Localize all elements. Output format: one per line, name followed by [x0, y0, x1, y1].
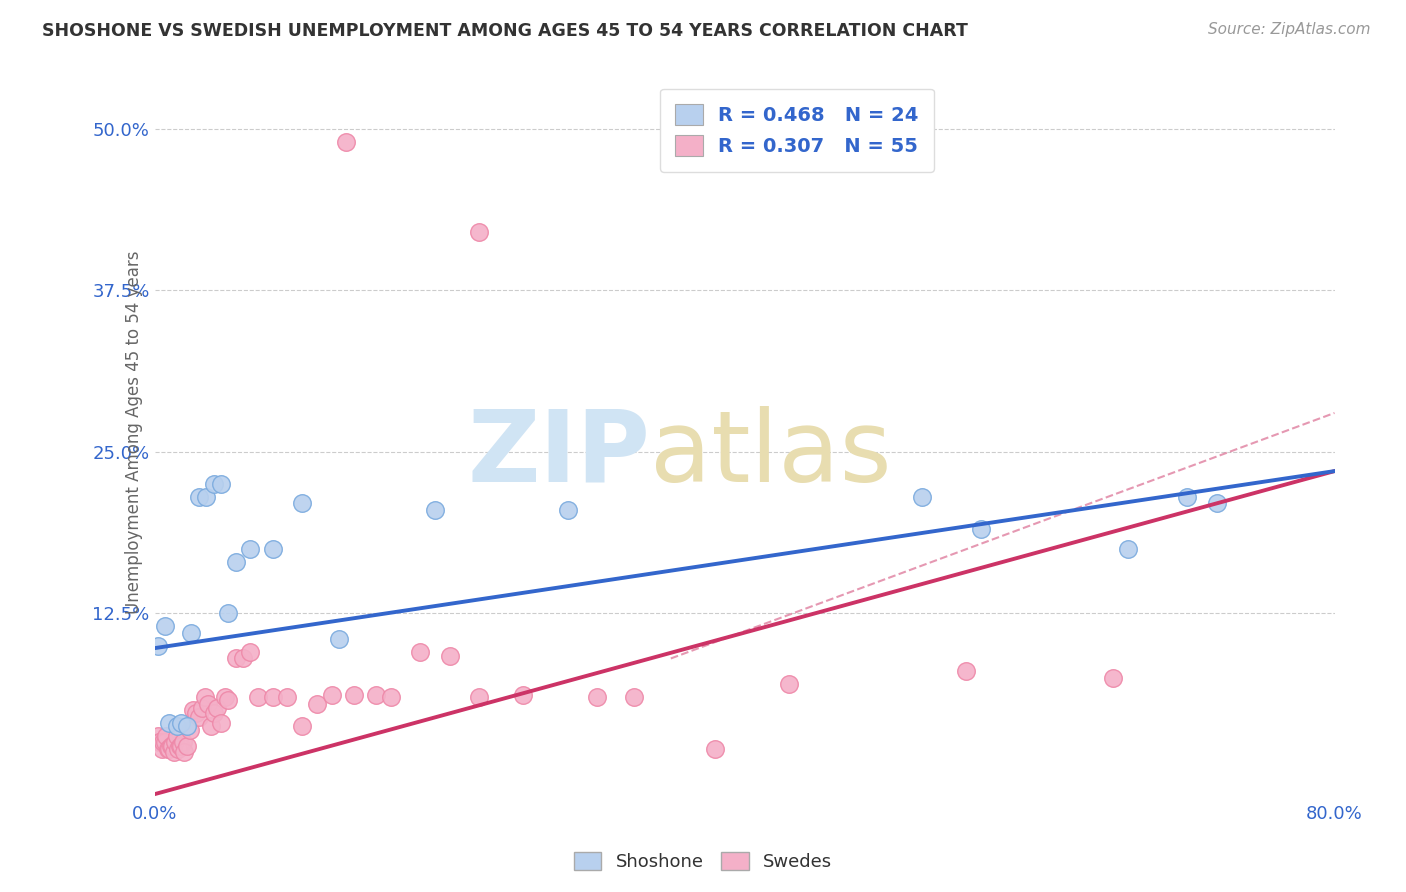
- Point: [205, 700, 228, 714]
- Point: [180, 625, 202, 640]
- Point: [163, 745, 186, 759]
- Point: [1102, 671, 1125, 685]
- Y-axis label: Unemployment Among Ages 45 to 54 years: Unemployment Among Ages 45 to 54 years: [125, 251, 143, 614]
- Point: [1116, 541, 1139, 556]
- Point: [214, 690, 236, 705]
- Point: [200, 719, 222, 733]
- Point: [1175, 490, 1198, 504]
- Point: [512, 688, 534, 702]
- Point: [181, 703, 204, 717]
- Point: [321, 688, 343, 702]
- Point: [170, 716, 193, 731]
- Legend: Shoshone, Swedes: Shoshone, Swedes: [567, 845, 839, 879]
- Point: [166, 719, 188, 733]
- Point: [209, 716, 232, 731]
- Point: [195, 490, 218, 504]
- Point: [152, 735, 174, 749]
- Point: [157, 742, 180, 756]
- Point: [217, 693, 239, 707]
- Point: [167, 742, 190, 756]
- Point: [291, 496, 314, 510]
- Point: [468, 225, 491, 239]
- Point: [910, 490, 932, 504]
- Point: [423, 503, 446, 517]
- Point: [156, 742, 179, 756]
- Point: [146, 729, 169, 743]
- Point: [191, 700, 214, 714]
- Point: [169, 739, 191, 754]
- Text: ZIP: ZIP: [467, 406, 650, 503]
- Point: [969, 522, 991, 536]
- Legend: R = 0.468   N = 24, R = 0.307   N = 55: R = 0.468 N = 24, R = 0.307 N = 55: [659, 88, 934, 172]
- Point: [157, 716, 180, 731]
- Point: [202, 477, 225, 491]
- Point: [305, 697, 328, 711]
- Point: [150, 742, 173, 756]
- Point: [166, 729, 188, 743]
- Point: [202, 706, 225, 720]
- Point: [1205, 496, 1227, 510]
- Point: [439, 648, 461, 663]
- Point: [262, 690, 284, 705]
- Point: [153, 619, 176, 633]
- Point: [173, 745, 195, 759]
- Point: [955, 665, 977, 679]
- Point: [225, 555, 247, 569]
- Point: [187, 490, 209, 504]
- Point: [623, 690, 645, 705]
- Point: [328, 632, 350, 646]
- Point: [276, 690, 298, 705]
- Point: [239, 541, 262, 556]
- Point: [170, 739, 193, 754]
- Point: [172, 735, 194, 749]
- Point: [176, 719, 198, 733]
- Point: [153, 735, 176, 749]
- Point: [364, 688, 387, 702]
- Point: [217, 606, 239, 620]
- Point: [176, 739, 198, 754]
- Point: [146, 639, 169, 653]
- Point: [468, 690, 491, 705]
- Point: [232, 651, 254, 665]
- Point: [343, 688, 366, 702]
- Point: [557, 503, 579, 517]
- Point: [165, 735, 187, 749]
- Point: [179, 723, 201, 737]
- Point: [149, 735, 172, 749]
- Point: [209, 477, 232, 491]
- Point: [246, 690, 269, 705]
- Text: Source: ZipAtlas.com: Source: ZipAtlas.com: [1208, 22, 1371, 37]
- Text: SHOSHONE VS SWEDISH UNEMPLOYMENT AMONG AGES 45 TO 54 YEARS CORRELATION CHART: SHOSHONE VS SWEDISH UNEMPLOYMENT AMONG A…: [42, 22, 969, 40]
- Point: [194, 690, 217, 705]
- Text: atlas: atlas: [650, 406, 891, 503]
- Point: [155, 729, 177, 743]
- Point: [162, 739, 184, 754]
- Point: [159, 739, 181, 754]
- Point: [184, 706, 207, 720]
- Point: [187, 709, 209, 723]
- Point: [586, 690, 609, 705]
- Point: [291, 719, 314, 733]
- Point: [409, 645, 432, 659]
- Point: [262, 541, 284, 556]
- Point: [380, 690, 402, 705]
- Point: [778, 677, 800, 691]
- Point: [197, 697, 219, 711]
- Point: [239, 645, 262, 659]
- Point: [335, 135, 357, 149]
- Point: [225, 651, 247, 665]
- Point: [704, 742, 727, 756]
- Point: [148, 735, 170, 749]
